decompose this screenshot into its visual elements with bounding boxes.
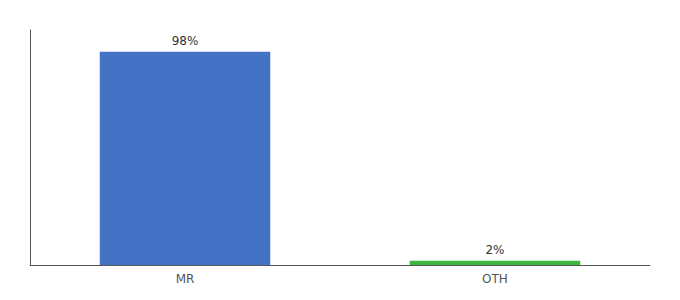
svg-text:98%: 98% <box>172 34 199 48</box>
svg-text:MR: MR <box>176 272 195 286</box>
svg-text:2%: 2% <box>485 243 504 257</box>
svg-text:OTH: OTH <box>482 272 508 286</box>
